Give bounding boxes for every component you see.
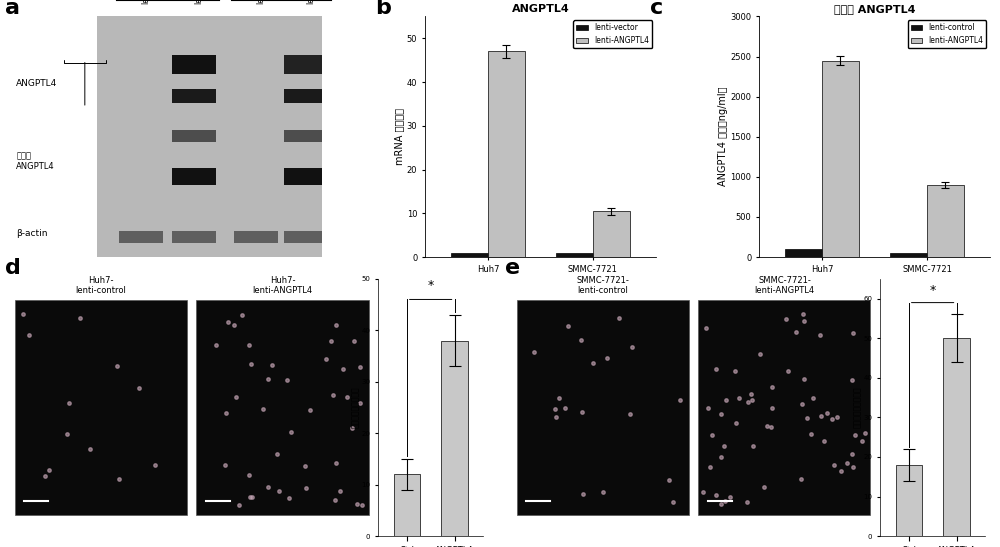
Bar [284, 130, 328, 142]
Text: β-actin: β-actin [16, 229, 48, 237]
Text: d: d [5, 258, 21, 277]
Bar [556, 253, 593, 257]
Bar [785, 249, 822, 257]
Bar [172, 168, 216, 185]
Bar [172, 55, 216, 74]
Text: 分泌性
ANGPTL4: 分泌性 ANGPTL4 [16, 151, 55, 171]
Bar [517, 300, 689, 515]
Text: ANGPTL4: ANGPTL4 [16, 79, 57, 88]
Text: SMMC-7721-
lenti-control: SMMC-7721- lenti-control [576, 276, 629, 295]
Text: Huh7-
lenti-ANGPTL4: Huh7- lenti-ANGPTL4 [252, 276, 313, 295]
FancyBboxPatch shape [97, 16, 322, 257]
Text: b: b [375, 0, 391, 18]
Bar [196, 300, 369, 515]
Bar [119, 231, 163, 243]
Y-axis label: mRNA 相对表达: mRNA 相对表达 [394, 108, 404, 165]
Text: lenti-ANGPTL4: lenti-ANGPTL4 [194, 0, 203, 4]
Bar [284, 168, 328, 185]
Text: e: e [505, 258, 520, 277]
Title: 分泌性 ANGPTL4: 分泌性 ANGPTL4 [834, 4, 915, 14]
Text: c: c [650, 0, 663, 18]
Bar [698, 300, 870, 515]
Legend: lenti-vector, lenti-ANGPTL4: lenti-vector, lenti-ANGPTL4 [573, 20, 652, 48]
Title: ANGPTL4: ANGPTL4 [512, 4, 569, 14]
Bar [927, 185, 964, 257]
Bar [822, 61, 859, 257]
Text: a: a [5, 0, 20, 18]
Bar [284, 55, 328, 74]
Bar [172, 130, 216, 142]
Text: SMMC-7721-
lenti-ANGPTL4: SMMC-7721- lenti-ANGPTL4 [754, 276, 815, 295]
Bar [451, 253, 488, 257]
Bar [234, 231, 278, 243]
Bar [15, 300, 187, 515]
Text: lenti-ANGPTL4: lenti-ANGPTL4 [306, 0, 315, 4]
Bar [284, 89, 328, 103]
Text: lenti-control: lenti-control [256, 0, 265, 4]
Bar [488, 51, 525, 257]
Bar [890, 253, 927, 257]
Bar [284, 231, 328, 243]
Bar [172, 231, 216, 243]
Bar [172, 89, 216, 103]
Text: Huh7-
lenti-control: Huh7- lenti-control [75, 276, 126, 295]
Text: lenti-control: lenti-control [141, 0, 150, 4]
Legend: lenti-control, lenti-ANGPTL4: lenti-control, lenti-ANGPTL4 [908, 20, 986, 48]
Y-axis label: ANGPTL4 浓度（ng/ml）: ANGPTL4 浓度（ng/ml） [718, 87, 728, 187]
Bar [593, 211, 630, 257]
